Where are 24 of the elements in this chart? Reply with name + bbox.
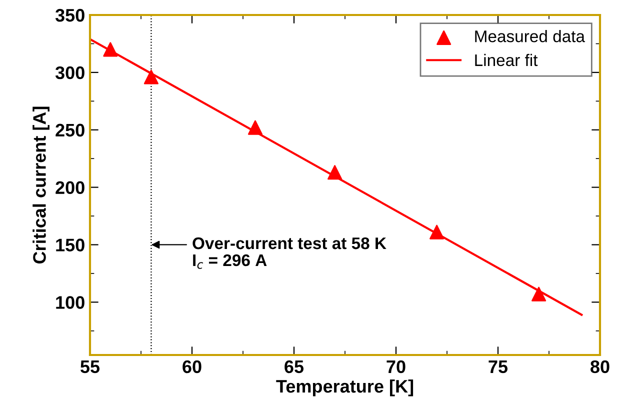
x-tick-label: 55 (80, 360, 100, 374)
y-tick-label: 300 (55, 66, 84, 80)
point (430, 224, 444, 240)
y-tick-label: 100 (56, 296, 84, 309)
y-tick-label: 350 (55, 8, 84, 22)
y-tick-label: 150 (56, 238, 84, 252)
legend-label: Measured data (475, 30, 586, 42)
x-tick-label: 65 (284, 360, 304, 374)
x-axis-title: Temperature [K] (276, 379, 414, 396)
legend-label: Linear fit (475, 54, 538, 66)
annotation: Over-current test at 58 K (192, 237, 386, 250)
point (144, 70, 158, 84)
x-tick-label: 70 (386, 360, 406, 374)
x-tick-label: 75 (488, 360, 508, 374)
x-tick-label: 60 (182, 360, 202, 374)
y-tick-label: 200 (56, 181, 84, 194)
y-tick-label: 250 (56, 124, 84, 137)
point (328, 165, 342, 180)
point (248, 120, 263, 135)
point (532, 286, 546, 302)
annotation: I$_{c}$ = 296 A (193, 254, 267, 269)
y-axis-title: Critical current [A] (32, 106, 50, 264)
point (103, 42, 118, 57)
x-tick-label: 80 (590, 360, 610, 374)
